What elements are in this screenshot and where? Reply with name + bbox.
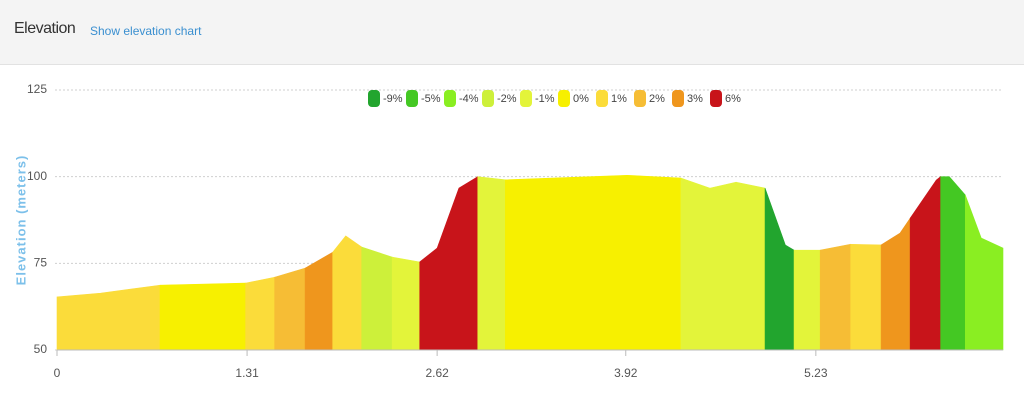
legend-label: -2% [497,93,517,105]
header: Elevation Show elevation chart [0,0,1024,65]
y-tick-label: 50 [34,342,48,356]
elevation-segment [245,276,275,351]
legend-swatch [558,90,570,107]
elevation-segment [819,243,851,351]
elevation-segment [419,176,479,351]
legend-label: 2% [649,93,665,105]
elevation-segment [391,256,421,351]
legend-item: -1% [520,90,555,107]
x-tick-label: 5.23 [804,366,828,380]
elevation-segment [964,194,1004,351]
legend-item: 0% [558,90,589,107]
legend-swatch [634,90,646,107]
legend-item: 1% [596,90,627,107]
legend-label: -1% [535,93,555,105]
legend-swatch [596,90,608,107]
elevation-segment [361,246,393,351]
elevation-segment [880,217,911,351]
legend-item: -9% [368,90,403,107]
elevation-segment [274,267,306,351]
legend-item: 6% [710,90,741,107]
elevation-segment [159,282,246,351]
elevation-segment [764,188,795,351]
legend-label: -9% [383,93,403,105]
x-tick-label: 0 [54,366,61,380]
legend-label: 3% [687,93,703,105]
legend-item: -4% [444,90,479,107]
elevation-segment [304,251,333,351]
legend-item: -2% [482,90,517,107]
legend-label: -4% [459,93,479,105]
legend-swatch [368,90,380,107]
elevation-segment [477,176,506,351]
legend-label: 1% [611,93,627,105]
y-axis-label: Elevation (meters) [13,155,28,286]
section-title: Elevation [14,20,76,37]
y-tick-label: 75 [34,256,48,270]
legend-swatch [444,90,456,107]
elevation-segment [940,176,966,351]
legend-swatch [710,90,722,107]
show-chart-link[interactable]: Show elevation chart [90,24,202,38]
legend-swatch [406,90,418,107]
elevation-segment [680,177,766,351]
elevation-segment [505,174,682,351]
elevation-segment [793,249,821,351]
legend-swatch [520,90,532,107]
legend-label: 6% [725,93,741,105]
legend-swatch [482,90,494,107]
x-tick-label: 1.31 [235,366,259,380]
legend-item: -5% [406,90,441,107]
elevation-segment [909,176,941,351]
legend-label: 0% [573,93,589,105]
x-tick-label: 3.92 [614,366,638,380]
elevation-segment [850,243,882,351]
x-tick-label: 2.62 [425,366,449,380]
elevation-segment [56,284,161,351]
y-tick-label: 125 [27,82,47,96]
y-tick-label: 100 [27,169,47,183]
legend-swatch [672,90,684,107]
elevation-segment [332,235,362,351]
legend-item: 3% [672,90,703,107]
legend-label: -5% [421,93,441,105]
legend-item: 2% [634,90,665,107]
